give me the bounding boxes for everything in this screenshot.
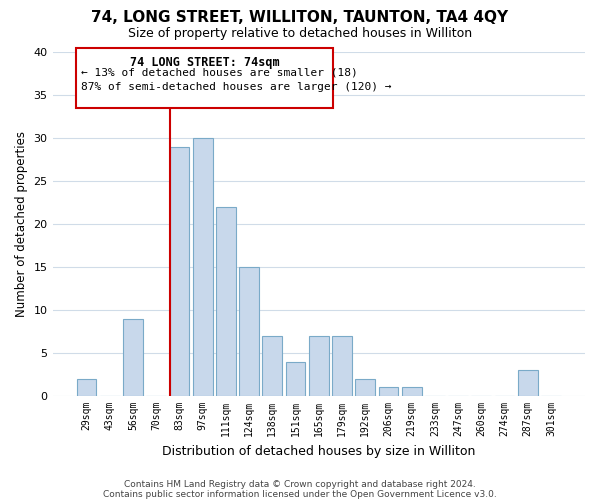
Bar [170,147,190,396]
Bar [286,362,305,396]
Bar [216,207,236,396]
Text: 74, LONG STREET, WILLITON, TAUNTON, TA4 4QY: 74, LONG STREET, WILLITON, TAUNTON, TA4 … [91,10,509,25]
X-axis label: Distribution of detached houses by size in Williton: Distribution of detached houses by size … [162,444,475,458]
FancyBboxPatch shape [76,48,333,108]
Bar [262,336,282,396]
Text: 74 LONG STREET: 74sqm: 74 LONG STREET: 74sqm [130,56,279,68]
Text: Contains public sector information licensed under the Open Government Licence v3: Contains public sector information licen… [103,490,497,499]
Bar [123,318,143,396]
Bar [309,336,329,396]
Bar [193,138,212,396]
Bar [518,370,538,396]
Text: 87% of semi-detached houses are larger (120) →: 87% of semi-detached houses are larger (… [81,82,391,92]
Text: ← 13% of detached houses are smaller (18): ← 13% of detached houses are smaller (18… [81,68,358,78]
Bar [239,267,259,396]
Bar [355,379,375,396]
Bar [332,336,352,396]
Bar [379,388,398,396]
Bar [402,388,422,396]
Text: Size of property relative to detached houses in Williton: Size of property relative to detached ho… [128,28,472,40]
Text: Contains HM Land Registry data © Crown copyright and database right 2024.: Contains HM Land Registry data © Crown c… [124,480,476,489]
Y-axis label: Number of detached properties: Number of detached properties [15,131,28,317]
Bar [77,379,97,396]
